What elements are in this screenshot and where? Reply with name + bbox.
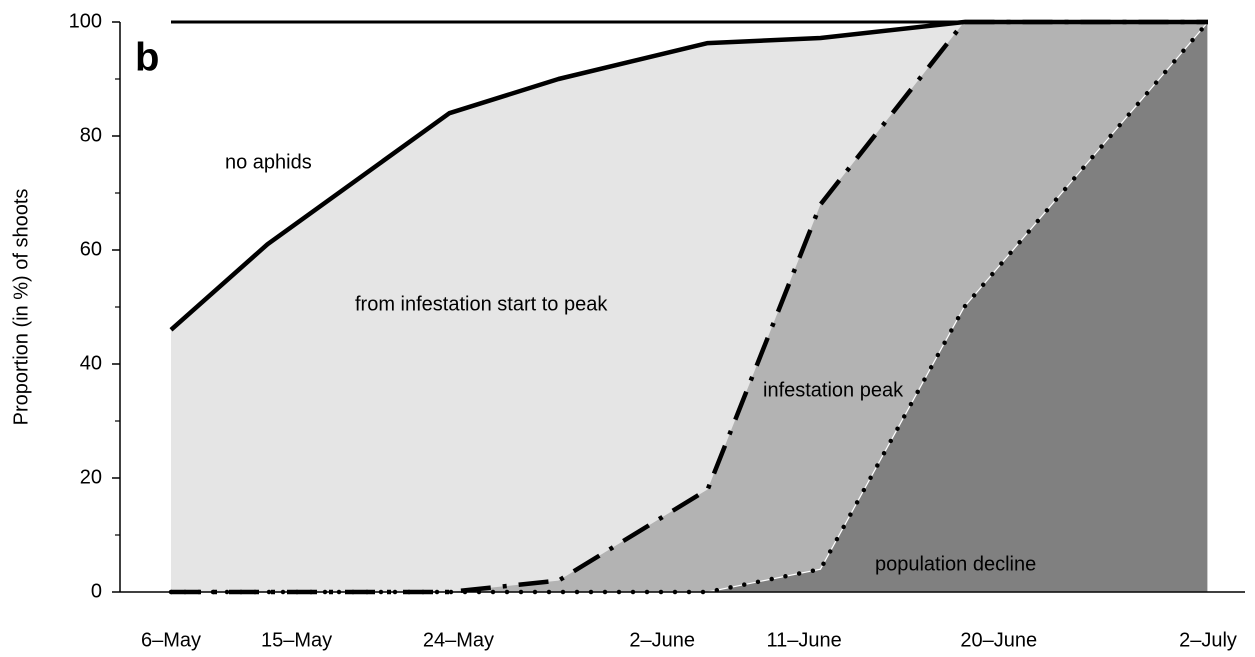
y-tick-label: 40	[80, 352, 102, 374]
annotation: no aphids	[225, 151, 312, 173]
y-axis-label: Proportion (in %) of shoots	[10, 189, 32, 426]
y-tick-label: 0	[91, 580, 102, 602]
y-tick-label: 60	[80, 238, 102, 260]
x-tick-label: 2–July	[1179, 629, 1237, 651]
x-tick-label: 24–May	[423, 629, 494, 651]
x-tick-label: 20–June	[960, 629, 1037, 651]
x-tick-label: 6–May	[141, 629, 201, 651]
x-tick-label: 11–June	[766, 629, 841, 651]
y-tick-label: 100	[69, 10, 102, 32]
y-tick-label: 20	[80, 466, 102, 488]
x-tick-label: 15–May	[261, 629, 332, 651]
series-line	[169, 19, 1208, 332]
annotation: infestation peak	[763, 379, 904, 401]
y-tick-label: 80	[80, 124, 102, 146]
areas	[171, 20, 1209, 593]
x-tick-label: 2–June	[629, 629, 695, 651]
annotation: from infestation start to peak	[355, 293, 608, 315]
annotation: population decline	[875, 553, 1036, 575]
panel-label: b	[135, 36, 159, 80]
